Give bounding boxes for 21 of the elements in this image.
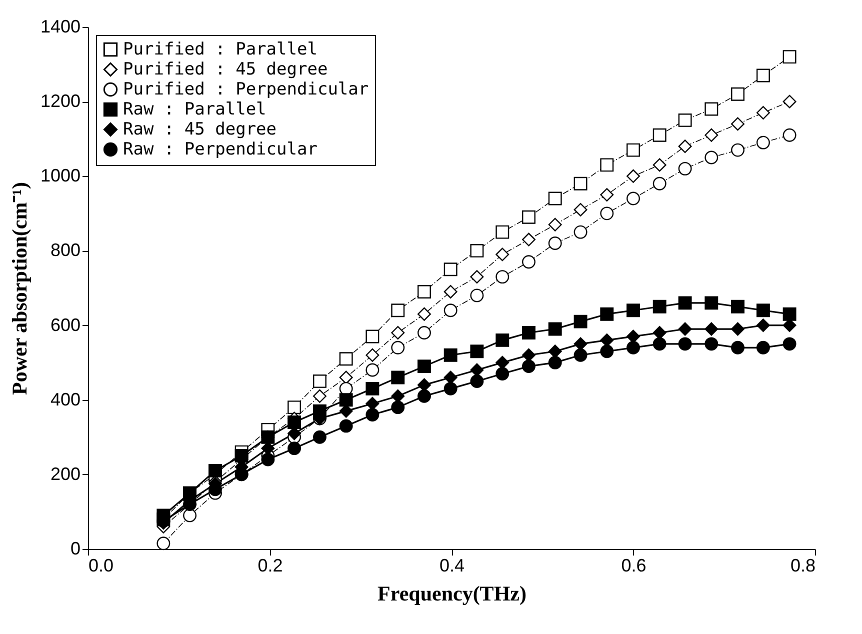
y-tick-label: 400: [50, 389, 80, 410]
x-tick-label: 0.0: [88, 556, 114, 576]
x-tick-label: 0.4: [439, 556, 465, 576]
y-tick-label: 200: [50, 464, 80, 484]
x-tick-label: 0.6: [621, 556, 646, 576]
legend-label: Purified : Perpendicular: [123, 80, 369, 100]
legend-label: Purified : Parallel: [123, 40, 318, 60]
y-tick-label: 600: [50, 314, 80, 335]
legend-label: Raw : Parallel: [123, 100, 266, 120]
y-tick-label: 1400: [40, 16, 80, 36]
x-tick-label: 0.2: [258, 556, 283, 576]
y-tick-label: 1200: [40, 91, 80, 112]
y-tick-label: 0: [70, 538, 80, 558]
y-tick-label: 1000: [40, 166, 80, 186]
y-axis-title: Power absorption(cm⁻¹): [7, 182, 32, 395]
legend-label: Raw : 45 degree: [123, 120, 277, 140]
y-tick-label: 800: [50, 240, 80, 260]
x-axis-title: Frequency(THz): [378, 582, 526, 606]
x-tick-label: 0.8: [790, 556, 816, 576]
legend-label: Raw : Perpendicular: [123, 140, 318, 160]
legend-label: Purified : 45 degree: [123, 60, 328, 80]
